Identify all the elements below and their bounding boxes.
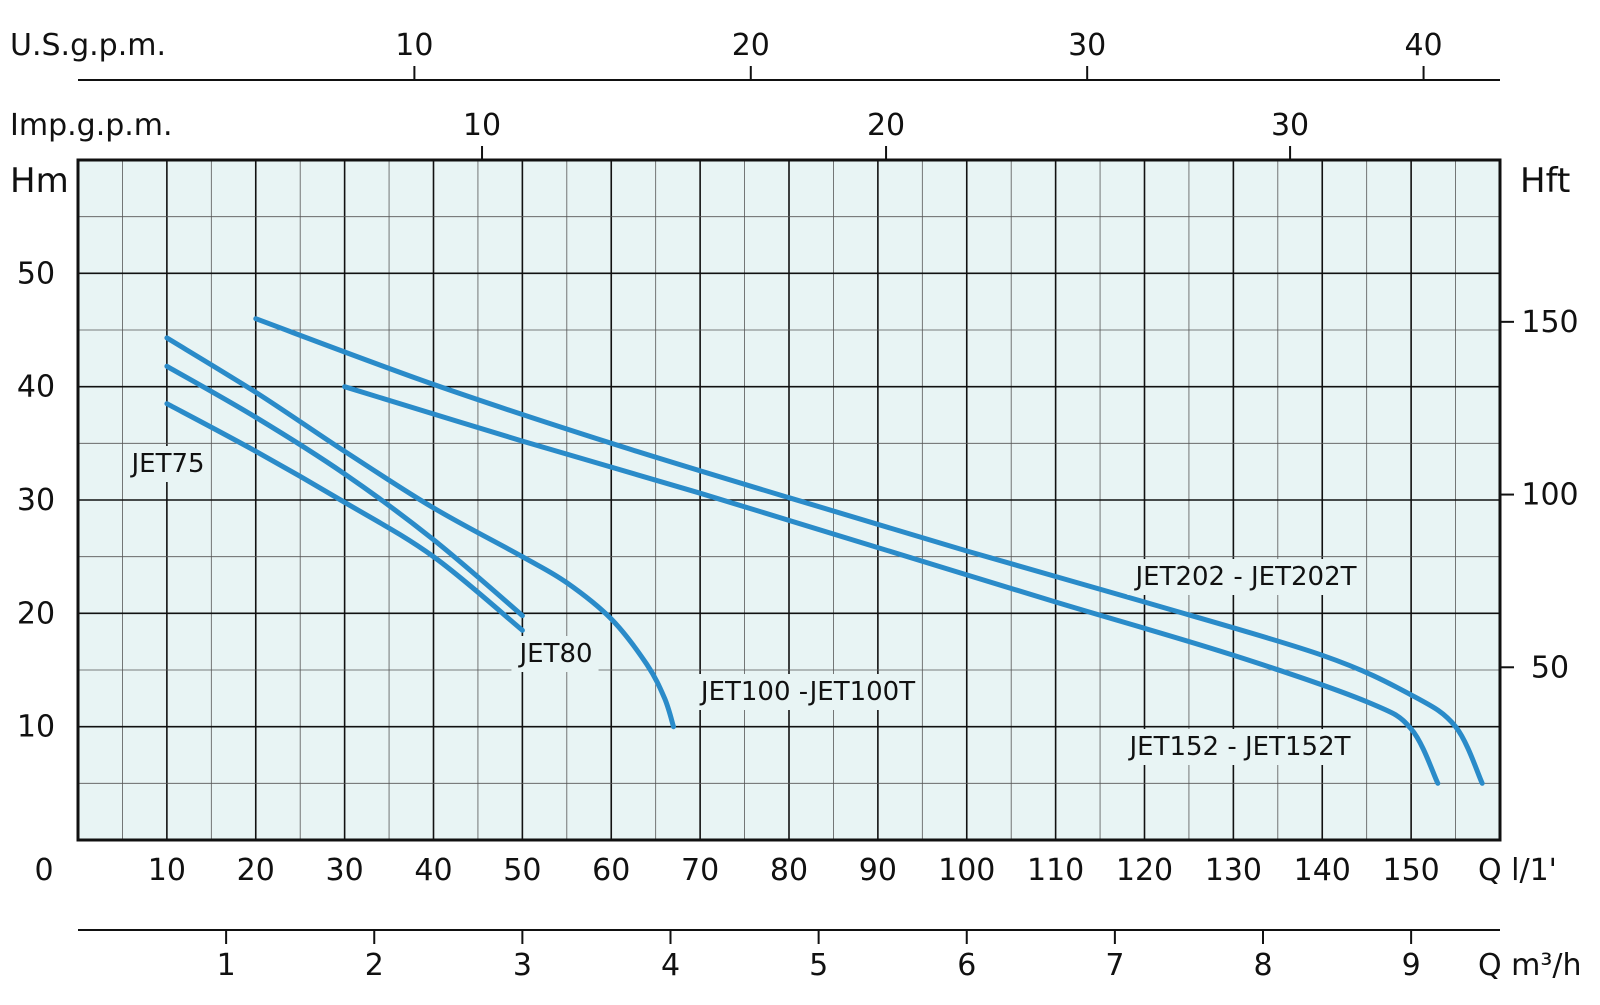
- impgpm-axis-title: Imp.g.p.m.: [10, 108, 173, 143]
- jet75-curve: [164, 401, 525, 633]
- m3h-tick-label: 4: [661, 948, 680, 983]
- lmin-tick-label: 130: [1205, 853, 1262, 888]
- jet152-label-background: [1121, 729, 1357, 765]
- usgpm-axis-title: U.S.g.p.m.: [10, 28, 166, 63]
- m3h-tick-label: 9: [1402, 948, 1421, 983]
- usgpm-tick-label: 20: [732, 28, 770, 63]
- jet152-label: JET152 - JET152T: [1128, 732, 1351, 762]
- left-tick-label: 40: [17, 370, 55, 405]
- lmin-tick-label: 60: [592, 853, 630, 888]
- jet80-label-background: [511, 636, 599, 672]
- jet202-label: JET202 - JET202T: [1134, 562, 1357, 592]
- impgpm-tick-label: 20: [867, 108, 905, 143]
- jet100-label: JET100 -JET100T: [699, 677, 915, 707]
- left-tick-label: 20: [17, 596, 55, 631]
- lmin-axis-unit: Q l/1': [1478, 853, 1557, 888]
- impgpm-tick-label: 30: [1271, 108, 1309, 143]
- jet202-label-background: [1127, 559, 1363, 595]
- left-axis-title: Hm: [10, 161, 69, 201]
- lmin-tick-label: 30: [326, 853, 364, 888]
- usgpm-tick-label: 30: [1068, 28, 1106, 63]
- jet80-curve: [164, 363, 525, 619]
- lmin-tick-label: 10: [148, 853, 186, 888]
- lmin-tick-label: 100: [938, 853, 995, 888]
- lmin-tick-label: 40: [414, 853, 452, 888]
- m3h-tick-label: 1: [217, 948, 236, 983]
- m3h-tick-label: 7: [1105, 948, 1124, 983]
- usgpm-tick-label: 10: [395, 28, 433, 63]
- m3h-tick-label: 8: [1253, 948, 1272, 983]
- right-axis-title: Hft: [1520, 161, 1570, 201]
- jet75-label: JET75: [129, 449, 204, 479]
- jet75-label-background: [123, 446, 211, 482]
- m3h-tick-label: 2: [365, 948, 384, 983]
- plot-frame: [76, 158, 1502, 842]
- lmin-tick-label: 20: [237, 853, 275, 888]
- lmin-tick-label: 50: [503, 853, 541, 888]
- m3h-tick-label: 3: [513, 948, 532, 983]
- m3h-tick-label: 6: [957, 948, 976, 983]
- usgpm-tick-label: 40: [1404, 28, 1442, 63]
- left-tick-label: 50: [17, 256, 55, 291]
- lmin-tick-label: 110: [1027, 853, 1084, 888]
- m3h-tick-label: 5: [809, 948, 828, 983]
- m3h-axis-unit: Q m³/h: [1478, 948, 1582, 983]
- lmin-tick-label: 0: [34, 853, 53, 888]
- jet152-curve: [342, 384, 1441, 786]
- lmin-tick-label: 70: [681, 853, 719, 888]
- lmin-tick-label: 80: [770, 853, 808, 888]
- plot-layer: [78, 160, 1500, 840]
- right-tick-label: 150: [1521, 305, 1578, 340]
- lmin-tick-label: 150: [1382, 853, 1439, 888]
- curves-layer: [164, 316, 1485, 786]
- labels-layer: JET75 JET80 JET100 -JET100T JET202 - JET202…: [123, 446, 1363, 765]
- impgpm-tick-label: 10: [463, 108, 501, 143]
- left-tick-label: 30: [17, 483, 55, 518]
- right-tick-label: 100: [1521, 478, 1578, 513]
- lmin-tick-label: 120: [1116, 853, 1173, 888]
- lmin-tick-label: 140: [1294, 853, 1351, 888]
- left-tick-label: 10: [17, 710, 55, 745]
- jet80-label: JET80: [517, 639, 592, 669]
- right-tick-label: 50: [1531, 650, 1569, 685]
- jet100-curve: [164, 335, 676, 730]
- lmin-tick-label: 90: [859, 853, 897, 888]
- jet100-label-background: [692, 674, 922, 710]
- jet202-curve: [253, 316, 1485, 786]
